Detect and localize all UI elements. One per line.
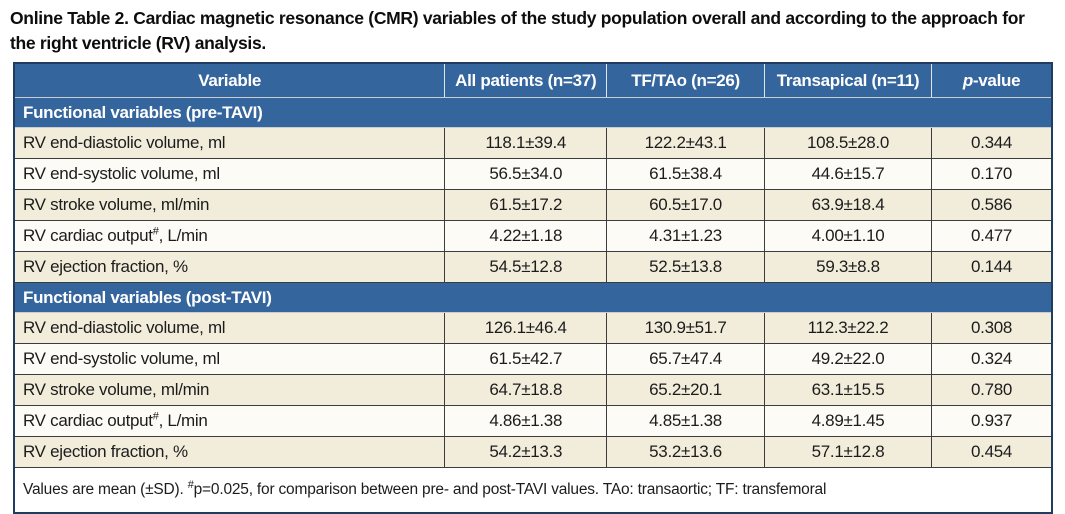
- value-cell-all-patients: 54.5±12.8: [444, 251, 608, 283]
- value-cell-tf-tao: 122.2±43.1: [606, 127, 765, 159]
- value-cell-p: 0.144: [931, 251, 1053, 283]
- value-cell-tf-tao: 52.5±13.8: [606, 251, 765, 283]
- column-header-variable: Variable: [14, 63, 445, 98]
- variable-label: RV ejection fraction, %: [23, 257, 188, 276]
- value-cell-all-patients: 61.5±17.2: [444, 189, 608, 221]
- value-cell-transapical: 108.5±28.0: [763, 127, 933, 159]
- value-cell-tf-tao: 65.7±47.4: [606, 343, 765, 375]
- variable-cell: RV end-systolic volume, ml: [13, 158, 446, 190]
- variable-cell: RV end-diastolic volume, ml: [13, 127, 446, 159]
- section-header-label: Functional variables (post-TAVI): [13, 282, 1053, 313]
- table-row: RV end-diastolic volume, ml 118.1±39.4 1…: [13, 127, 1053, 159]
- value-cell-transapical: 112.3±22.2: [763, 312, 933, 344]
- variable-label: RV cardiac output: [23, 411, 153, 430]
- table-row: RV ejection fraction, % 54.2±13.3 53.2±1…: [13, 436, 1053, 468]
- footnote-post: p=0.025, for comparison between pre- and…: [193, 481, 827, 498]
- variable-label: RV end-systolic volume, ml: [23, 164, 220, 183]
- table-row: RV end-diastolic volume, ml 126.1±46.4 1…: [13, 312, 1053, 344]
- variable-cell: RV end-diastolic volume, ml: [13, 312, 446, 344]
- value-cell-transapical: 44.6±15.7: [763, 158, 933, 190]
- value-cell-all-patients: 126.1±46.4: [444, 312, 608, 344]
- value-cell-all-patients: 56.5±34.0: [444, 158, 608, 190]
- value-cell-p: 0.477: [931, 220, 1053, 252]
- table-row: RV end-systolic volume, ml 61.5±42.7 65.…: [13, 343, 1053, 375]
- variable-label: RV end-systolic volume, ml: [23, 349, 220, 368]
- value-cell-p: 0.324: [931, 343, 1053, 375]
- section-header-label: Functional variables (pre-TAVI): [13, 97, 1053, 128]
- table-row: RV end-systolic volume, ml 56.5±34.0 61.…: [13, 158, 1053, 190]
- table-title: Online Table 2. Cardiac magnetic resonan…: [10, 8, 1025, 53]
- value-cell-transapical: 63.1±15.5: [763, 374, 933, 406]
- value-cell-p: 0.454: [931, 436, 1053, 468]
- value-cell-p: 0.586: [931, 189, 1053, 221]
- value-cell-tf-tao: 130.9±51.7: [606, 312, 765, 344]
- table-row: RV ejection fraction, % 54.5±12.8 52.5±1…: [13, 251, 1053, 283]
- variable-label: RV end-diastolic volume, ml: [23, 318, 226, 337]
- variable-superscript: #: [152, 225, 159, 238]
- variable-cell: RV end-systolic volume, ml: [13, 343, 446, 375]
- value-cell-transapical: 57.1±12.8: [763, 436, 933, 468]
- table-header: Variable All patients (n=37) TF/TAo (n=2…: [14, 63, 1052, 98]
- footnote-pre: Values are mean (±SD).: [23, 481, 188, 498]
- value-cell-transapical: 4.89±1.45: [763, 405, 933, 437]
- value-cell-tf-tao: 4.31±1.23: [606, 220, 765, 252]
- value-cell-p: 0.344: [931, 127, 1053, 159]
- value-cell-tf-tao: 4.85±1.38: [606, 405, 765, 437]
- table-row: RV cardiac output#, L/min 4.86±1.38 4.85…: [13, 405, 1053, 437]
- value-cell-all-patients: 54.2±13.3: [444, 436, 608, 468]
- section-header-pre-tavi: Functional variables (pre-TAVI): [13, 97, 1053, 128]
- column-header-p-value: p-value: [931, 63, 1052, 98]
- variable-cell: RV ejection fraction, %: [13, 436, 446, 468]
- column-header-tf-tao: TF/TAo (n=26): [606, 63, 765, 98]
- section-header-post-tavi: Functional variables (post-TAVI): [13, 282, 1053, 313]
- variable-superscript: #: [152, 410, 159, 423]
- value-cell-transapical: 49.2±22.0: [763, 343, 933, 375]
- variable-label: RV stroke volume, ml/min: [23, 195, 210, 214]
- table-row: RV stroke volume, ml/min 64.7±18.8 65.2±…: [13, 374, 1053, 406]
- variable-cell: RV stroke volume, ml/min: [13, 374, 446, 406]
- value-cell-p: 0.780: [931, 374, 1053, 406]
- variable-label: RV ejection fraction, %: [23, 442, 188, 461]
- column-header-all-patients: All patients (n=37): [444, 63, 607, 98]
- column-header-transapical: Transapical (n=11): [763, 63, 932, 98]
- value-cell-p: 0.170: [931, 158, 1053, 190]
- table-row: RV cardiac output#, L/min 4.22±1.18 4.31…: [13, 220, 1053, 252]
- footnote: Values are mean (±SD). #p=0.025, for com…: [13, 467, 1053, 514]
- value-cell-all-patients: 4.22±1.18: [444, 220, 608, 252]
- value-cell-all-patients: 118.1±39.4: [444, 127, 608, 159]
- p-value-rest: -value: [972, 70, 1021, 90]
- variable-cell: RV ejection fraction, %: [13, 251, 446, 283]
- value-cell-tf-tao: 65.2±20.1: [606, 374, 765, 406]
- variable-cell: RV cardiac output#, L/min: [13, 405, 446, 437]
- value-cell-tf-tao: 61.5±38.4: [606, 158, 765, 190]
- variable-cell: RV cardiac output#, L/min: [13, 220, 446, 252]
- value-cell-p: 0.308: [931, 312, 1053, 344]
- value-cell-transapical: 59.3±8.8: [763, 251, 933, 283]
- footnote-row: Values are mean (±SD). #p=0.025, for com…: [13, 467, 1053, 514]
- value-cell-transapical: 63.9±18.4: [763, 189, 933, 221]
- value-cell-all-patients: 64.7±18.8: [444, 374, 608, 406]
- table-row: RV stroke volume, ml/min 61.5±17.2 60.5±…: [13, 189, 1053, 221]
- cmr-variables-table: Variable All patients (n=37) TF/TAo (n=2…: [13, 62, 1053, 514]
- value-cell-p: 0.937: [931, 405, 1053, 437]
- value-cell-tf-tao: 53.2±13.6: [606, 436, 765, 468]
- value-cell-tf-tao: 60.5±17.0: [606, 189, 765, 221]
- variable-label-suffix: , L/min: [158, 226, 208, 245]
- variable-cell: RV stroke volume, ml/min: [13, 189, 446, 221]
- variable-label: RV cardiac output: [23, 226, 153, 245]
- value-cell-all-patients: 61.5±42.7: [444, 343, 608, 375]
- header-row: Variable All patients (n=37) TF/TAo (n=2…: [14, 63, 1052, 98]
- variable-label: RV stroke volume, ml/min: [23, 380, 210, 399]
- variable-label: RV end-diastolic volume, ml: [23, 133, 226, 152]
- value-cell-transapical: 4.00±1.10: [763, 220, 933, 252]
- p-italic: p: [962, 70, 973, 90]
- value-cell-all-patients: 4.86±1.38: [444, 405, 608, 437]
- variable-label-suffix: , L/min: [158, 411, 208, 430]
